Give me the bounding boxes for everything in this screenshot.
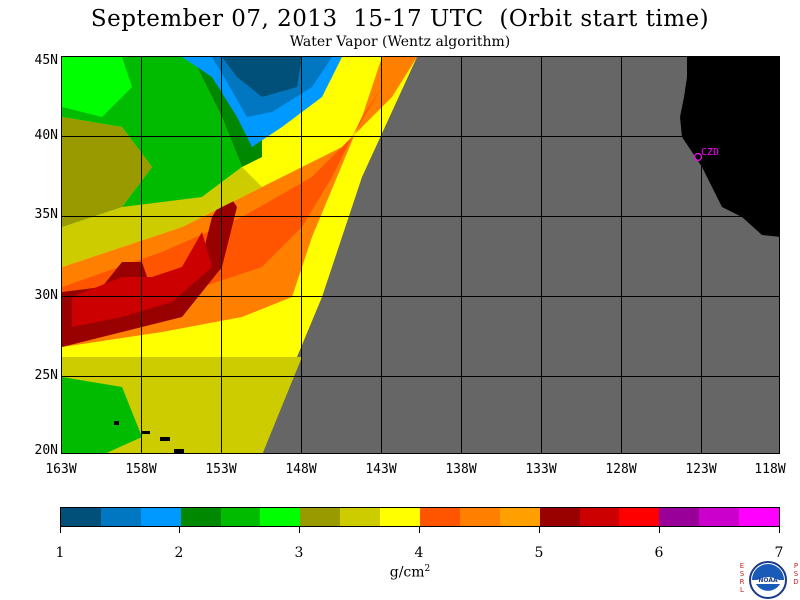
lon-label-138w: 138W — [445, 462, 477, 477]
island-maui — [160, 437, 170, 441]
station-label: CZD — [701, 147, 719, 158]
color-swatch — [61, 508, 101, 526]
lat-label-25n: 25N — [34, 368, 58, 383]
cb-tick-4: 4 — [414, 545, 424, 561]
water-vapor-map: CZD — [61, 56, 780, 454]
map-svg: CZD — [62, 57, 779, 453]
lon-label-118w: 118W — [754, 462, 786, 477]
color-swatch — [459, 508, 500, 526]
lon-label-153w: 153W — [205, 462, 237, 477]
station-marker — [693, 152, 703, 162]
color-swatch — [619, 508, 660, 526]
logo-letter: S — [793, 570, 799, 578]
cb-tickmark — [779, 527, 780, 533]
cb-tickmark — [179, 527, 180, 533]
cb-tick-1: 1 — [55, 545, 65, 561]
island-hawaii — [174, 449, 184, 453]
lat-label-35n: 35N — [34, 207, 58, 222]
cb-tick-3: 3 — [294, 545, 304, 561]
color-swatch — [420, 508, 460, 526]
color-swatch — [699, 508, 740, 526]
lon-label-128w: 128W — [605, 462, 637, 477]
swath-dark-blue — [222, 57, 302, 97]
cb-tickmark — [539, 527, 540, 533]
units-base: g/cm — [389, 564, 425, 581]
color-swatch — [659, 508, 700, 526]
lon-label-163w: 163W — [45, 462, 77, 477]
units-sup: 2 — [424, 564, 431, 574]
logo-text: NOAA — [758, 577, 778, 584]
lon-label-133w: 133W — [525, 462, 557, 477]
logo-letter: E — [739, 562, 745, 570]
lon-label-158w: 158W — [125, 462, 157, 477]
color-swatch — [380, 508, 421, 526]
color-legend-bar — [60, 507, 780, 527]
color-swatch — [220, 508, 261, 526]
logo-letter: R — [739, 578, 745, 586]
color-swatch — [340, 508, 381, 526]
lon-label-143w: 143W — [365, 462, 397, 477]
logo-letter: L — [740, 586, 744, 594]
lat-label-30n: 30N — [34, 288, 58, 303]
graticule — [62, 57, 779, 453]
cb-tickmark — [60, 527, 61, 533]
land-north-america — [680, 57, 779, 237]
cb-tick-6: 6 — [654, 545, 664, 561]
island-oahu — [142, 431, 150, 434]
cb-tick-5: 5 — [534, 545, 544, 561]
noaa-emblem-icon: NOAA — [749, 561, 787, 599]
color-swatch — [579, 508, 620, 526]
cb-tickmark — [419, 527, 420, 533]
color-swatch — [499, 508, 540, 526]
color-swatch — [180, 508, 221, 526]
color-swatch — [260, 508, 301, 526]
color-swatch — [739, 508, 780, 526]
cb-tick-2: 2 — [174, 545, 184, 561]
island-kauai — [114, 421, 119, 425]
swath-bright-green — [62, 57, 132, 117]
lat-label-45n: 45N — [34, 53, 58, 68]
cb-tick-7: 7 — [774, 545, 784, 561]
lat-label-20n: 20N — [34, 443, 58, 458]
chart-title: September 07, 2013 15-17 UTC (Orbit star… — [90, 6, 710, 32]
logo-letter: S — [739, 570, 745, 578]
lat-label-40n: 40N — [34, 128, 58, 143]
lon-label-148w: 148W — [285, 462, 317, 477]
color-swatch — [100, 508, 141, 526]
logo-letter: D — [793, 578, 799, 586]
chart-subtitle: Water Vapor (Wentz algorithm) — [289, 34, 511, 50]
swath-green-south — [62, 377, 142, 453]
cb-tickmark — [659, 527, 660, 533]
color-swatch — [140, 508, 181, 526]
cb-tickmark — [299, 527, 300, 533]
units-label: g/cm2 — [370, 564, 450, 581]
swath-olive-west — [62, 117, 152, 227]
color-swatch — [300, 508, 341, 526]
color-swatch — [539, 508, 580, 526]
logo-letter: P — [793, 562, 799, 570]
lon-label-123w: 123W — [685, 462, 717, 477]
